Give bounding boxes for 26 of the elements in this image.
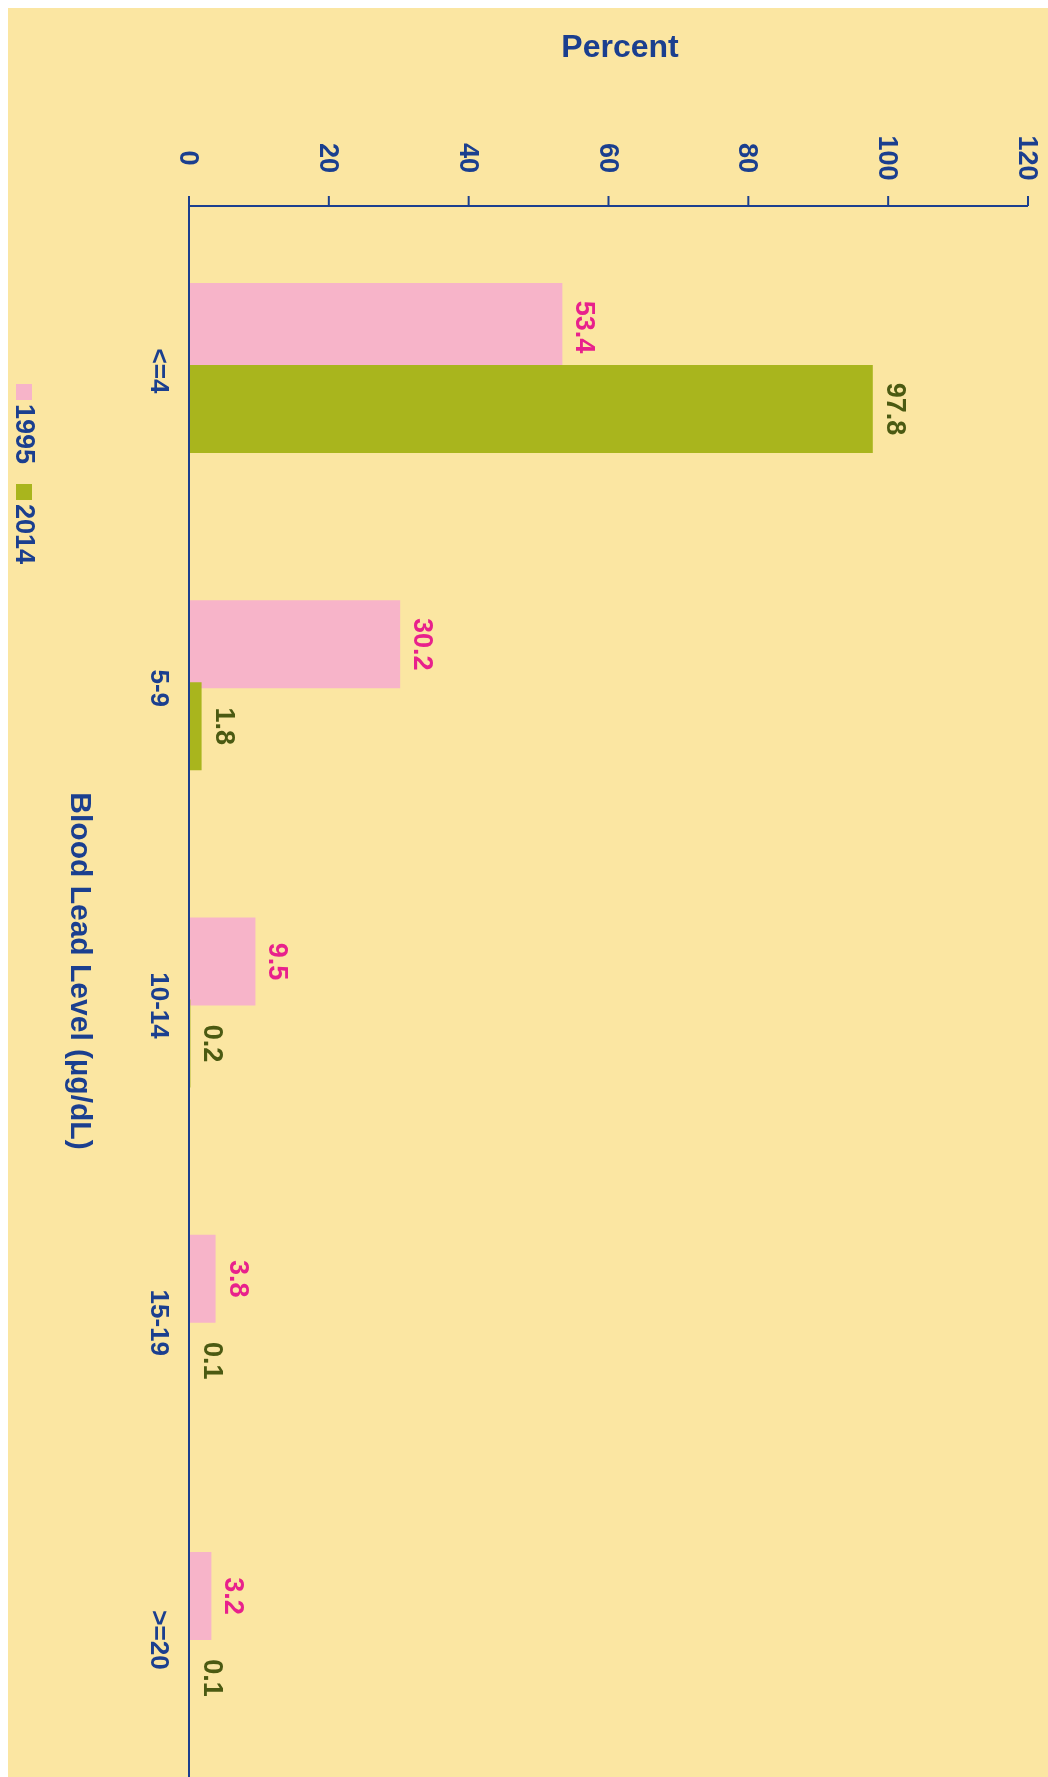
data-label: 0.1 xyxy=(197,1659,228,1697)
y-tick-label: 15-19 xyxy=(145,1289,175,1356)
y-tick-label: 10-14 xyxy=(145,972,175,1040)
x-tick-label: 100 xyxy=(873,135,904,181)
legend-label: 1995 xyxy=(10,404,40,465)
x-tick-label: 40 xyxy=(453,142,484,174)
data-label: 30.2 xyxy=(408,617,439,671)
x-tick-label: 0 xyxy=(174,150,204,166)
data-label: 53.4 xyxy=(570,300,601,354)
data-label: 3.2 xyxy=(219,1577,250,1615)
data-label: 3.8 xyxy=(223,1259,254,1298)
y-tick-label: >=20 xyxy=(145,1610,175,1670)
x-axis-title: Percent xyxy=(561,28,680,64)
y-tick-label: 5-9 xyxy=(145,669,175,708)
x-tick-label: 80 xyxy=(733,142,764,174)
legend-label: 2014 xyxy=(10,504,40,565)
x-tick-label: 120 xyxy=(1013,135,1043,181)
data-label: 9.5 xyxy=(263,942,294,981)
data-label: 97.8 xyxy=(880,382,911,436)
data-label: 0.1 xyxy=(197,1341,228,1380)
x-tick-label: 60 xyxy=(593,142,624,174)
x-tick-label: 20 xyxy=(313,142,344,174)
y-axis-title: Blood Lead Level (µg/dL) xyxy=(65,792,98,1150)
data-label: 0.2 xyxy=(198,1024,229,1063)
y-tick-label: <=4 xyxy=(145,348,175,394)
data-label: 1.8 xyxy=(209,707,240,746)
